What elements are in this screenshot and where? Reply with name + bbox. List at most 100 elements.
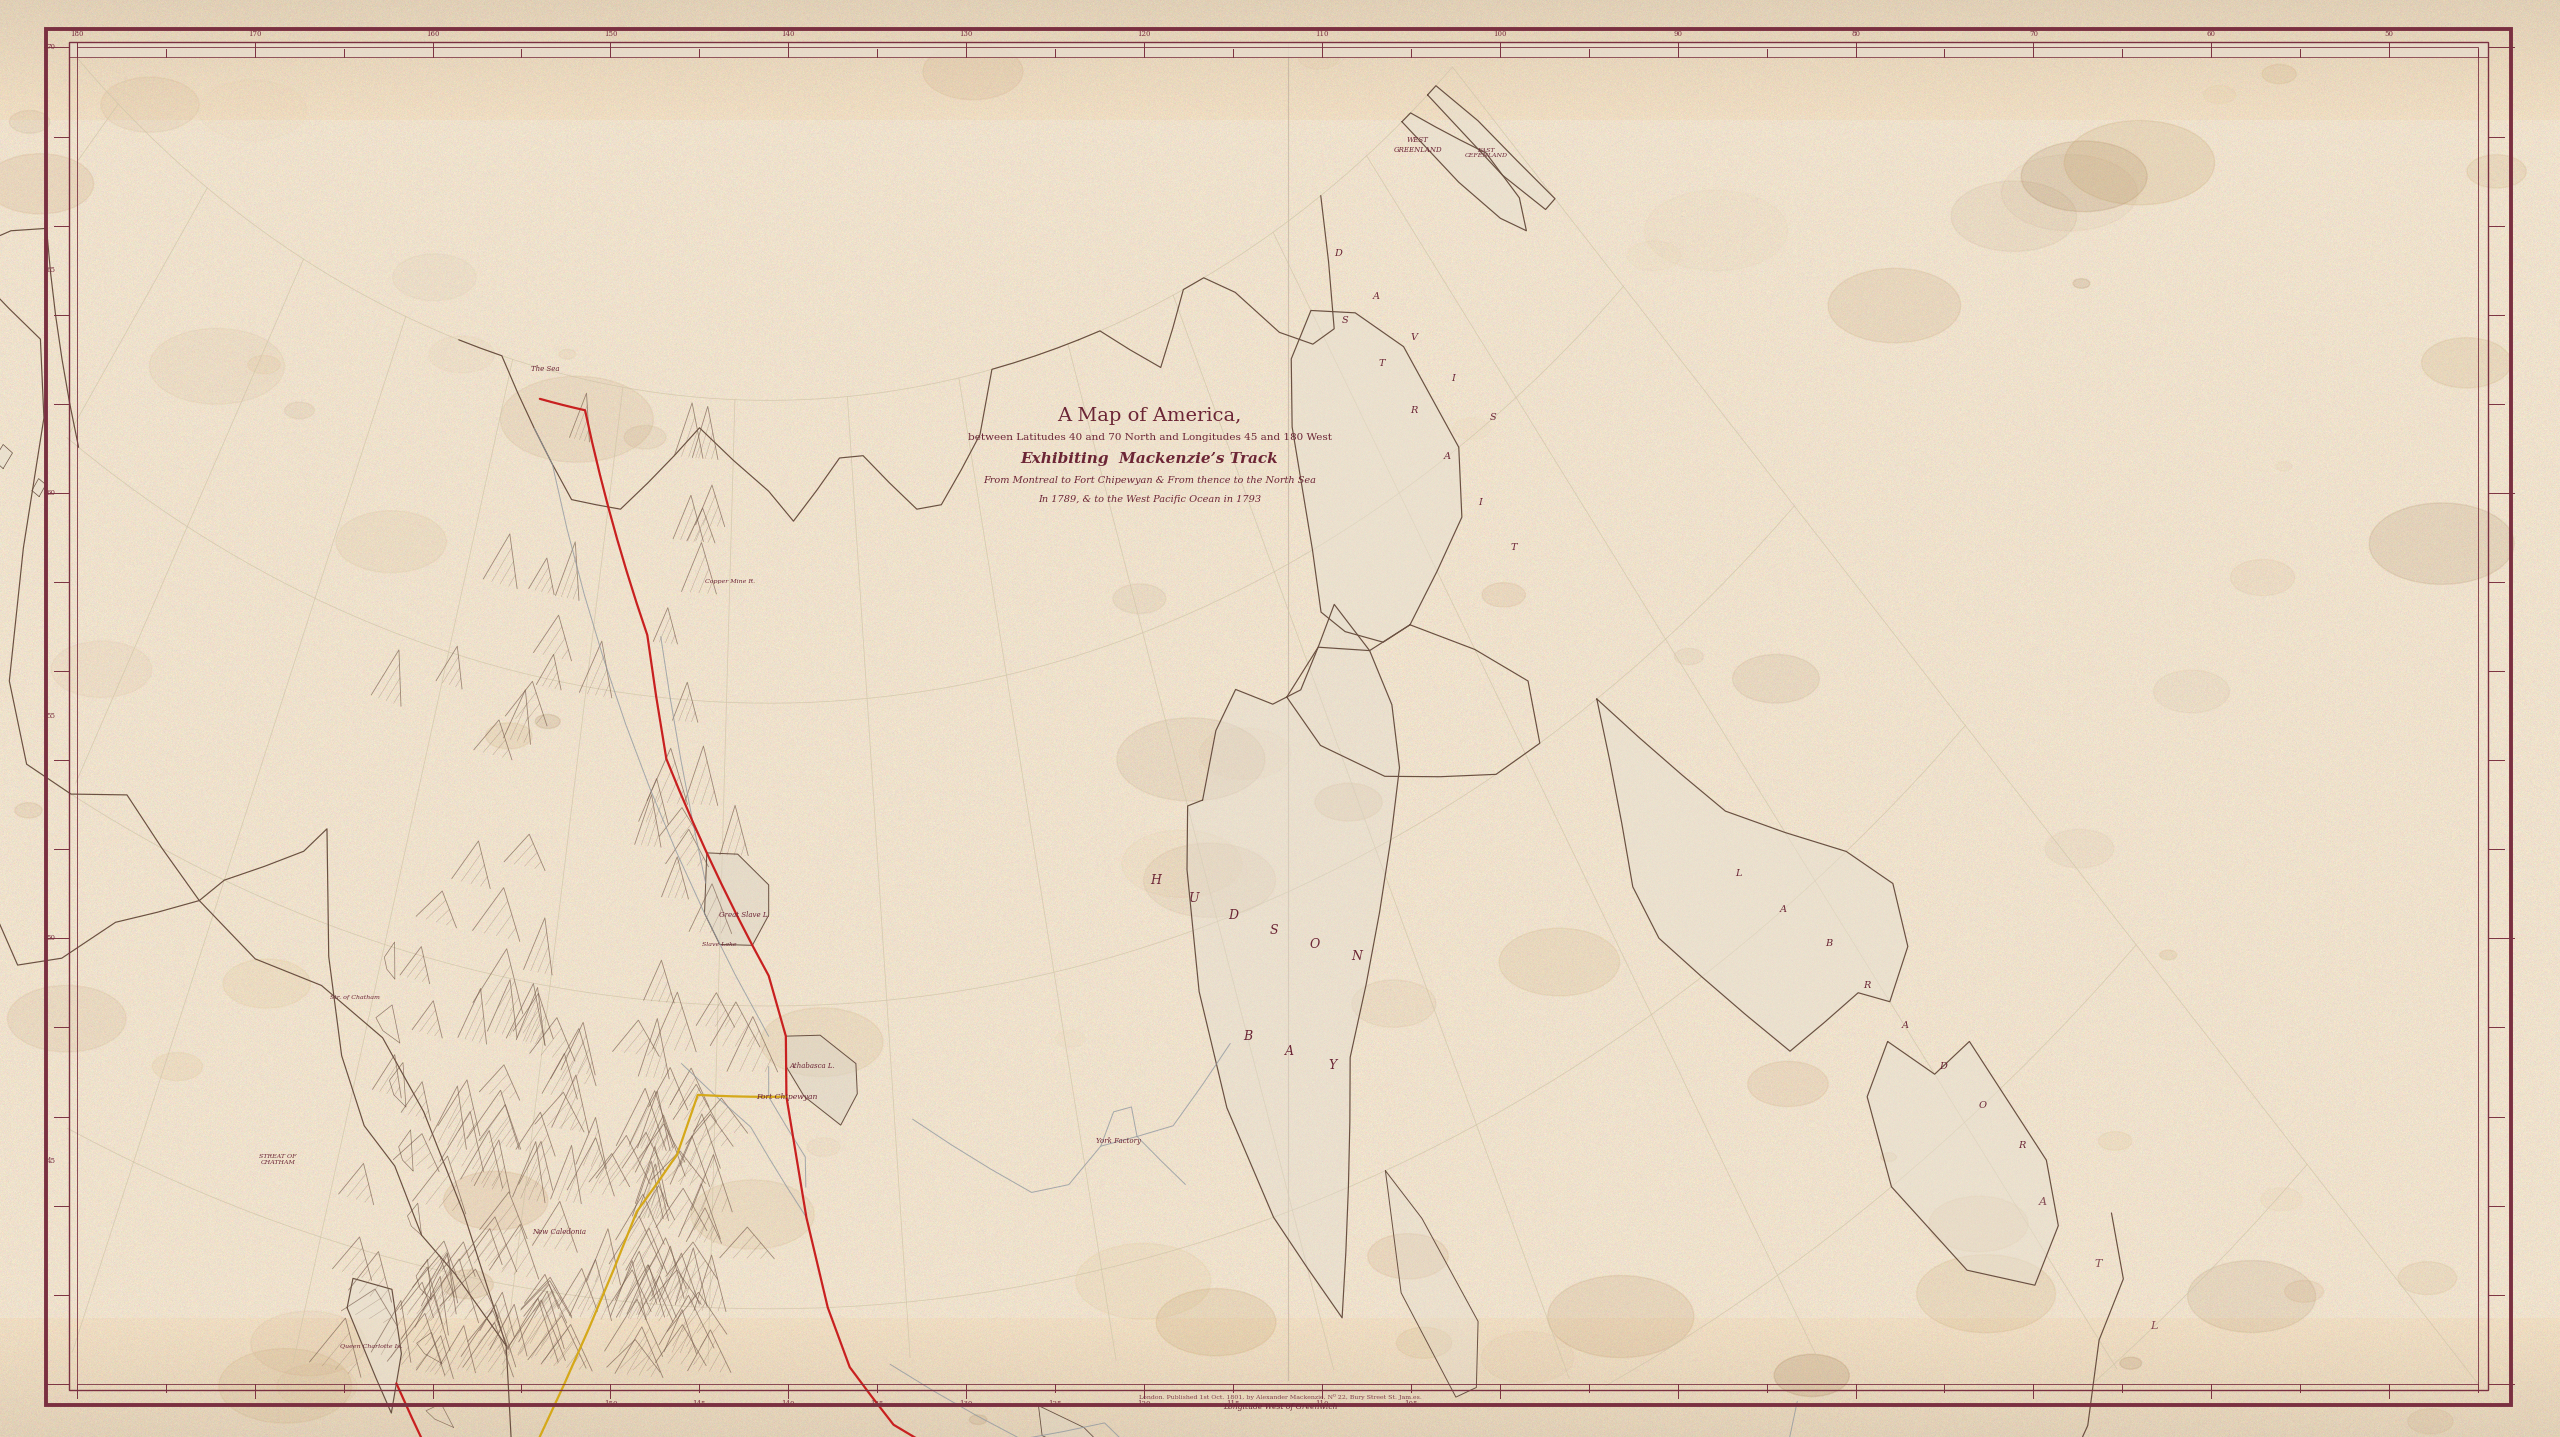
Circle shape bbox=[1352, 980, 1436, 1027]
Text: 120: 120 bbox=[1137, 1400, 1152, 1408]
Text: A: A bbox=[1902, 1022, 1907, 1030]
Circle shape bbox=[443, 1270, 494, 1299]
Circle shape bbox=[1774, 1354, 1848, 1397]
Text: 125: 125 bbox=[1050, 1400, 1062, 1408]
Text: H: H bbox=[1149, 874, 1162, 887]
Polygon shape bbox=[1039, 1405, 1108, 1437]
Circle shape bbox=[1882, 1152, 1897, 1161]
Text: D: D bbox=[1940, 1062, 1948, 1071]
Circle shape bbox=[2230, 559, 2294, 595]
Polygon shape bbox=[704, 854, 768, 946]
Text: 100: 100 bbox=[1492, 30, 1505, 39]
Text: Copper Mine R.: Copper Mine R. bbox=[704, 579, 755, 583]
Text: 50: 50 bbox=[46, 934, 56, 943]
Circle shape bbox=[2074, 279, 2089, 289]
Circle shape bbox=[1748, 1062, 1828, 1106]
Text: L: L bbox=[1736, 869, 1741, 878]
Text: London. Published 1st Oct. 1801, by Alexander Mackenzie, Nº 22, Bury Street St. : London. Published 1st Oct. 1801, by Alex… bbox=[1139, 1394, 1421, 1400]
Text: N: N bbox=[1352, 950, 1362, 963]
Text: A: A bbox=[1372, 292, 1380, 300]
Text: STREAT OF
CHATHAM: STREAT OF CHATHAM bbox=[259, 1154, 297, 1165]
Text: D: D bbox=[1334, 250, 1341, 259]
Text: 150: 150 bbox=[604, 1400, 617, 1408]
Polygon shape bbox=[1290, 310, 1462, 642]
Circle shape bbox=[443, 1171, 548, 1230]
Circle shape bbox=[10, 111, 51, 134]
Text: between Latitudes 40 and 70 North and Longitudes 45 and 180 West: between Latitudes 40 and 70 North and Lo… bbox=[968, 433, 1331, 443]
Circle shape bbox=[1951, 181, 2076, 251]
Circle shape bbox=[1549, 1276, 1695, 1358]
Text: 180: 180 bbox=[69, 30, 84, 39]
Circle shape bbox=[1917, 1255, 2056, 1332]
Text: A: A bbox=[1285, 1045, 1295, 1058]
Text: 90: 90 bbox=[1674, 30, 1682, 39]
Text: S: S bbox=[1341, 316, 1349, 325]
Circle shape bbox=[2260, 1187, 2301, 1211]
Circle shape bbox=[2368, 503, 2514, 585]
Text: 135: 135 bbox=[870, 1400, 883, 1408]
Circle shape bbox=[924, 43, 1024, 99]
Circle shape bbox=[2189, 1260, 2317, 1332]
Circle shape bbox=[284, 402, 315, 418]
Text: U: U bbox=[1188, 892, 1201, 905]
Circle shape bbox=[1482, 582, 1526, 606]
Polygon shape bbox=[1866, 1042, 2058, 1285]
Text: Great Slave L.: Great Slave L. bbox=[719, 911, 771, 918]
Text: S: S bbox=[1270, 924, 1277, 937]
Polygon shape bbox=[348, 1279, 402, 1413]
Text: 140: 140 bbox=[781, 1400, 796, 1408]
Text: 110: 110 bbox=[1316, 30, 1329, 39]
Text: R: R bbox=[1864, 980, 1871, 990]
Text: From Montreal to Fort Chipewyan & From thence to the North Sea: From Montreal to Fort Chipewyan & From t… bbox=[983, 476, 1316, 486]
Circle shape bbox=[148, 328, 284, 404]
Text: L: L bbox=[2150, 1322, 2158, 1332]
Circle shape bbox=[1930, 1196, 2028, 1252]
Circle shape bbox=[2120, 1357, 2143, 1369]
Circle shape bbox=[218, 1348, 351, 1423]
Circle shape bbox=[251, 1311, 366, 1375]
Polygon shape bbox=[1597, 698, 1907, 1052]
Text: New Caledonia: New Caledonia bbox=[532, 1229, 586, 1236]
Circle shape bbox=[970, 1415, 986, 1424]
Circle shape bbox=[2204, 86, 2235, 103]
Circle shape bbox=[691, 1180, 814, 1249]
Circle shape bbox=[558, 349, 576, 359]
Text: 130: 130 bbox=[960, 30, 973, 39]
Text: 130: 130 bbox=[960, 1400, 973, 1408]
Text: T: T bbox=[2094, 1259, 2102, 1269]
Text: The Sea: The Sea bbox=[530, 365, 561, 374]
Circle shape bbox=[1674, 648, 1702, 665]
Polygon shape bbox=[31, 479, 46, 497]
Polygon shape bbox=[786, 1035, 858, 1125]
Circle shape bbox=[335, 510, 445, 573]
Text: 120: 120 bbox=[1137, 30, 1152, 39]
Polygon shape bbox=[1428, 86, 1554, 210]
Text: I: I bbox=[1477, 499, 1482, 507]
Circle shape bbox=[1075, 1243, 1211, 1319]
Circle shape bbox=[2099, 1131, 2132, 1151]
Text: WEST
GREENLAND: WEST GREENLAND bbox=[1393, 137, 1441, 154]
Text: B: B bbox=[1825, 940, 1833, 948]
Text: 50: 50 bbox=[2386, 30, 2394, 39]
Text: 145: 145 bbox=[694, 1400, 707, 1408]
Text: York Factory: York Factory bbox=[1096, 1138, 1142, 1145]
Text: Slave Lake: Slave Lake bbox=[701, 941, 737, 947]
Text: A: A bbox=[1779, 905, 1787, 914]
Circle shape bbox=[8, 986, 125, 1052]
Bar bbox=[69, 42, 2488, 57]
Polygon shape bbox=[1403, 114, 1526, 231]
Text: 150: 150 bbox=[604, 30, 617, 39]
Text: A Map of America,: A Map of America, bbox=[1057, 407, 1242, 425]
Circle shape bbox=[2422, 338, 2511, 388]
Circle shape bbox=[1367, 1234, 1449, 1279]
Text: O: O bbox=[1979, 1101, 1987, 1111]
Circle shape bbox=[1157, 1289, 1275, 1355]
Circle shape bbox=[2063, 121, 2214, 205]
Circle shape bbox=[486, 723, 532, 749]
Text: Queen Charlotte Is.: Queen Charlotte Is. bbox=[340, 1344, 402, 1348]
Circle shape bbox=[499, 376, 653, 463]
Text: 70: 70 bbox=[2030, 30, 2038, 39]
Circle shape bbox=[100, 78, 200, 132]
Text: 45: 45 bbox=[46, 1157, 56, 1165]
Circle shape bbox=[248, 355, 279, 374]
